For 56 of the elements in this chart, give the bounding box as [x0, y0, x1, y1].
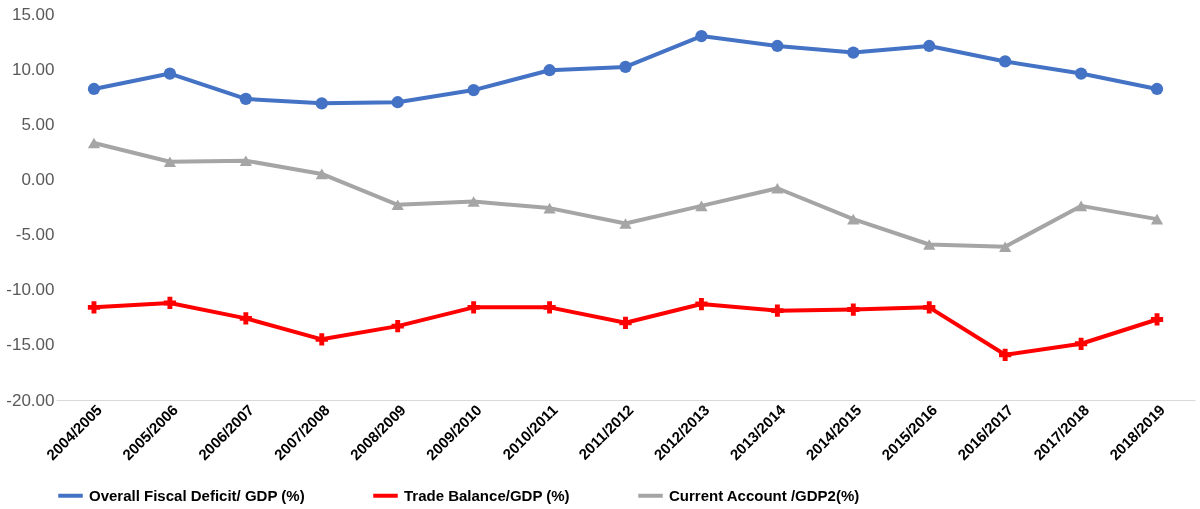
point: [467, 301, 480, 314]
y-tick-label: 0.00: [21, 169, 55, 189]
point: [239, 92, 252, 106]
point: [923, 239, 936, 250]
point: [467, 83, 480, 97]
point: [543, 301, 556, 314]
point: [315, 168, 328, 180]
point: [1150, 82, 1164, 96]
point: [695, 29, 708, 43]
point: [1074, 337, 1088, 350]
y-tick-label: -10.00: [6, 280, 55, 300]
point: [999, 348, 1012, 361]
point: [467, 196, 480, 207]
point: [543, 64, 556, 77]
point: [163, 296, 177, 310]
point: [87, 301, 101, 314]
point: [87, 137, 101, 149]
point: [239, 155, 252, 166]
point: [543, 202, 556, 214]
point: [239, 312, 252, 325]
point: [391, 96, 404, 109]
point: [619, 60, 632, 74]
point: [771, 304, 784, 317]
point: [1150, 213, 1164, 225]
point: [163, 156, 177, 168]
point: [923, 301, 936, 314]
point: [315, 97, 328, 110]
point: [391, 319, 404, 333]
y-tick-label: 5.00: [21, 114, 55, 134]
point: [619, 218, 632, 229]
point: [999, 55, 1012, 68]
point: [1074, 200, 1088, 212]
point: [1150, 313, 1164, 326]
point: [315, 333, 328, 346]
point: [619, 316, 632, 329]
point: [695, 297, 708, 311]
point: [999, 241, 1012, 253]
point: [163, 67, 177, 80]
point: [771, 182, 784, 194]
point: [695, 200, 708, 212]
point: [391, 199, 404, 211]
point: [771, 39, 784, 53]
y-tick-label: 15.00: [11, 4, 55, 24]
y-tick-label: -15.00: [6, 335, 55, 355]
point: [847, 303, 860, 316]
legend-label: Trade Balance/GDP (%): [404, 486, 570, 504]
point: [923, 39, 936, 53]
legend-label: Current Account /GDP2(%): [669, 486, 860, 504]
y-tick-label: -5.00: [15, 225, 55, 245]
point: [847, 213, 860, 225]
point: [87, 82, 101, 96]
legend-label: Overall Fiscal Deficit/ GDP (%): [89, 486, 305, 504]
point: [1074, 67, 1088, 80]
point: [847, 46, 860, 59]
y-tick-label: 10.00: [11, 59, 55, 79]
y-tick-label: -20.00: [6, 390, 55, 410]
